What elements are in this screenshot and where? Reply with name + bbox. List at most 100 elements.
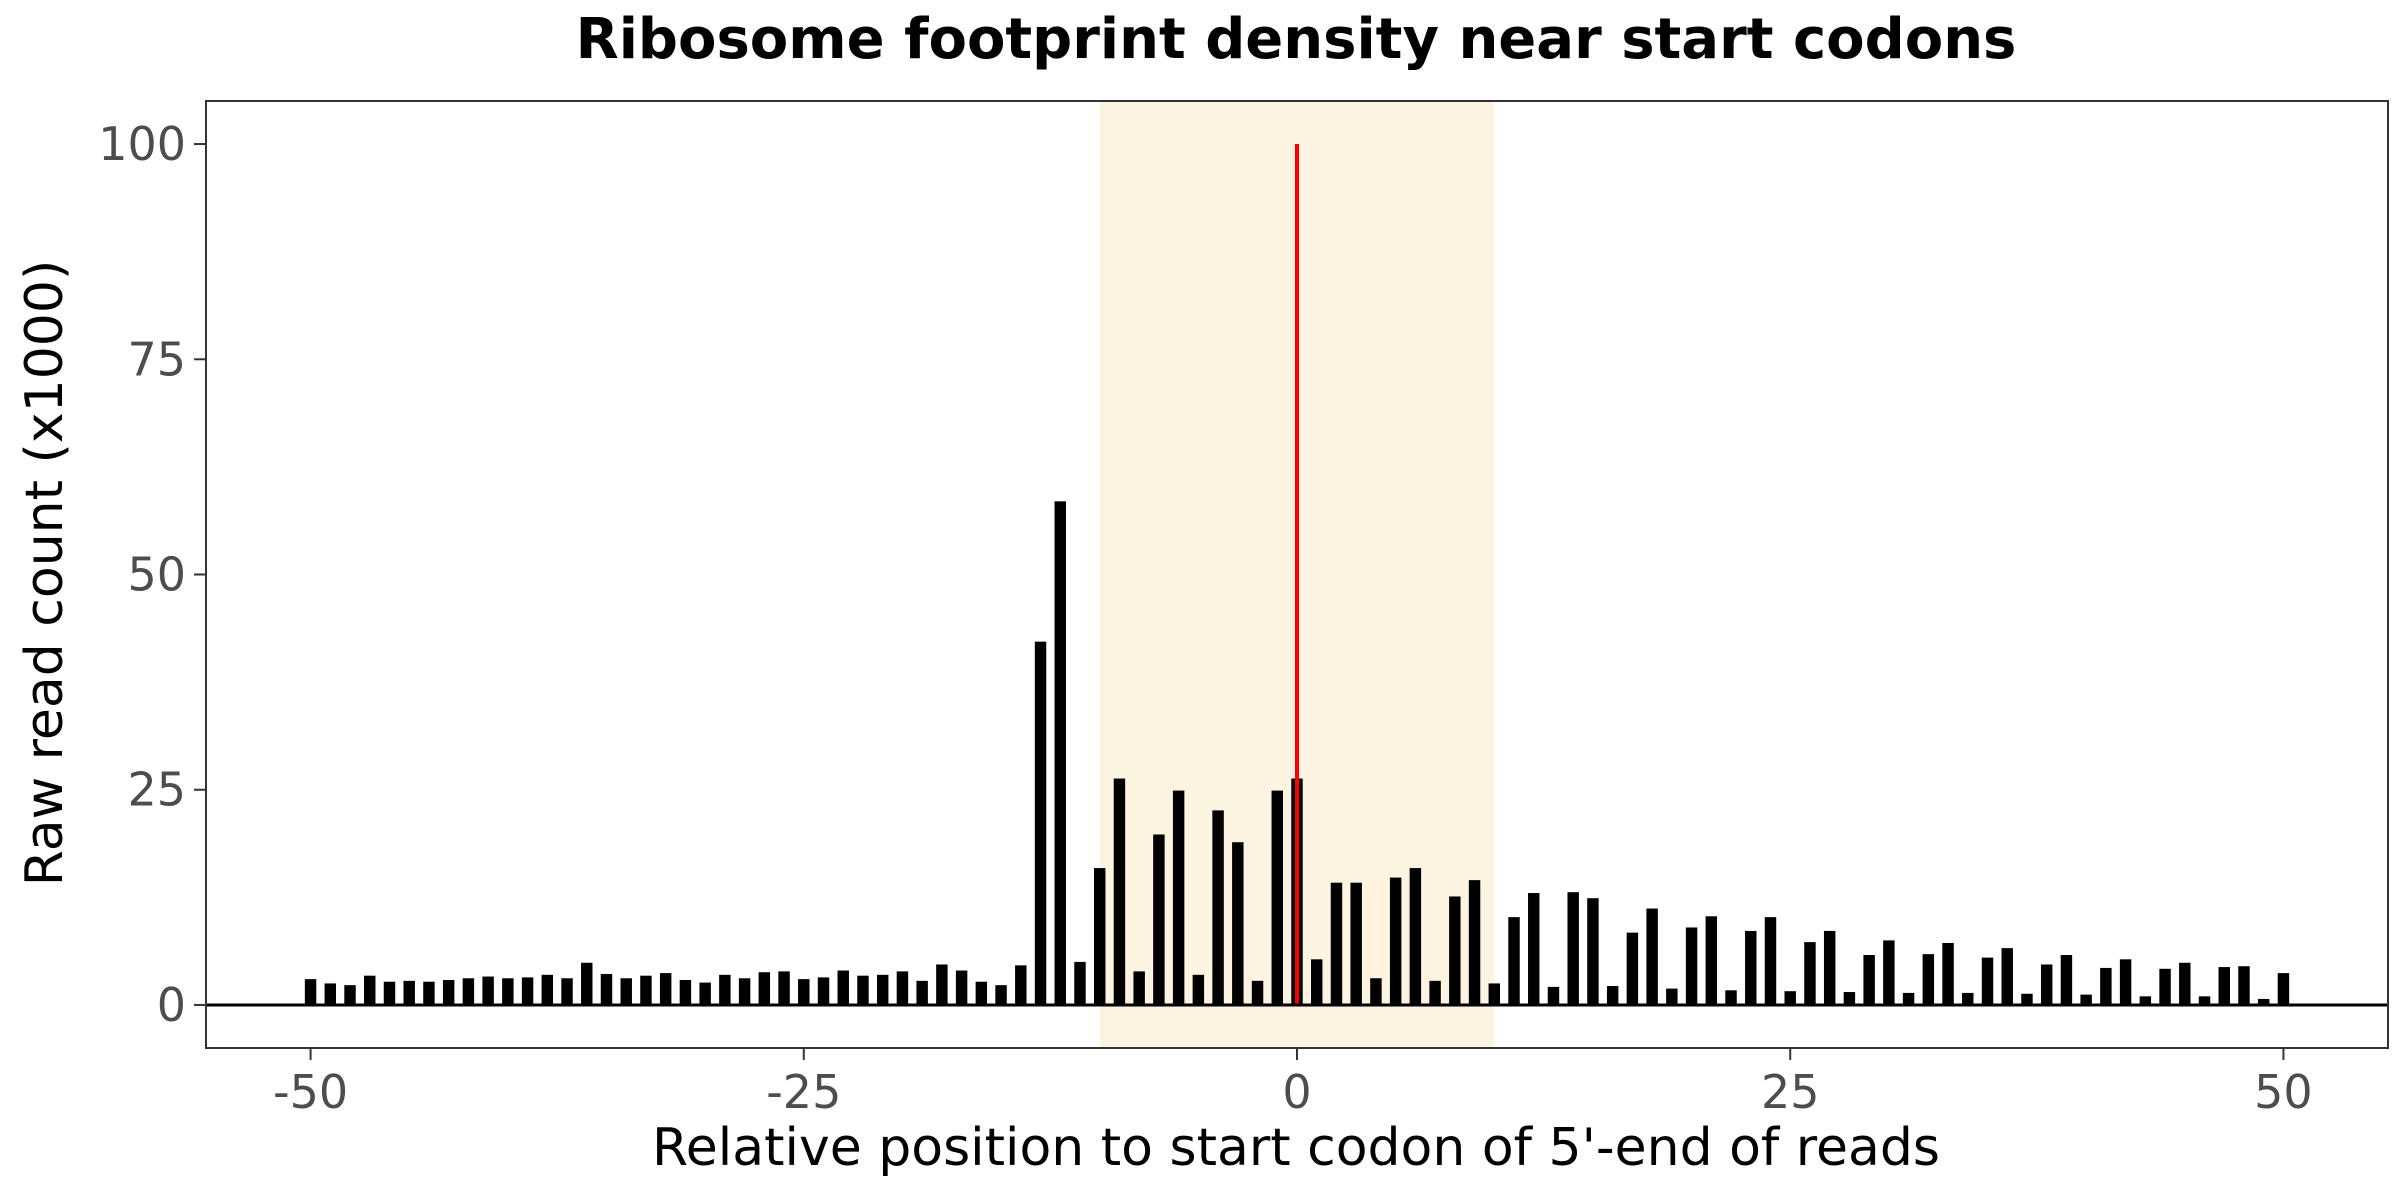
bar [758, 972, 771, 1005]
bar [1311, 959, 1323, 1005]
bar [2277, 973, 2290, 1005]
bar [1093, 868, 1106, 1005]
x-axis-title: Relative position to start codon of 5'-e… [652, 1118, 1940, 1178]
bar [1587, 898, 1599, 1005]
bar [1153, 834, 1165, 1005]
bar [1863, 955, 1875, 1005]
bar [2257, 998, 2270, 1005]
bar [659, 973, 672, 1005]
bar [1902, 992, 1915, 1005]
x-tick-label: -50 [273, 1065, 348, 1119]
bar [1508, 917, 1520, 1005]
bar [1666, 988, 1678, 1005]
bar [679, 979, 692, 1005]
chart-title: Ribosome footprint density near start co… [576, 7, 2017, 72]
bar [699, 982, 711, 1005]
y-tick-label: 50 [127, 548, 186, 602]
bar [738, 978, 751, 1005]
bar [2021, 993, 2033, 1005]
bar [383, 981, 396, 1005]
bar [1962, 992, 1974, 1005]
bar [916, 980, 928, 1005]
bar [1133, 971, 1145, 1005]
bar [2139, 996, 2152, 1005]
bar [1764, 917, 1777, 1005]
bar [1606, 986, 1619, 1005]
y-tick-label: 75 [127, 332, 186, 386]
bar [344, 985, 356, 1005]
bar [2100, 967, 2112, 1005]
bar [1449, 896, 1461, 1005]
bar [1745, 930, 1757, 1005]
bar [1192, 974, 1205, 1005]
bar [719, 974, 731, 1005]
x-tick-label: -25 [766, 1065, 841, 1119]
bar [561, 978, 573, 1005]
x-tick-label: 0 [1282, 1065, 1311, 1119]
bar [1646, 908, 1658, 1005]
bar [324, 983, 337, 1005]
bar [640, 975, 652, 1005]
bar [502, 978, 514, 1005]
bar [1370, 978, 1382, 1005]
x-tick-label: 50 [2254, 1065, 2313, 1119]
bar [798, 979, 810, 1005]
bar [442, 979, 455, 1005]
bar [1232, 842, 1244, 1005]
bar [2119, 959, 2132, 1005]
bar [1843, 992, 1856, 1005]
bar [403, 980, 415, 1005]
bar [1409, 868, 1422, 1005]
bar [1350, 882, 1362, 1005]
bar [1626, 932, 1639, 1005]
bar [2001, 948, 2013, 1005]
bar [581, 962, 593, 1005]
bar [2159, 968, 2171, 1005]
bar [1054, 501, 1066, 1005]
bar [1212, 810, 1224, 1005]
bar [1330, 882, 1343, 1005]
bar [620, 978, 632, 1005]
bar [2080, 994, 2092, 1005]
bar [1015, 965, 1027, 1005]
bar [1271, 790, 1283, 1005]
bar [1113, 778, 1126, 1005]
bar [1784, 991, 1796, 1005]
x-tick-label: 25 [1761, 1065, 1820, 1119]
bar [1172, 790, 1185, 1005]
bar [1488, 983, 1501, 1005]
bar [2238, 966, 2250, 1005]
bar [600, 973, 613, 1005]
bar [1685, 927, 1698, 1005]
bar [1389, 877, 1402, 1005]
bar [2218, 967, 2230, 1005]
bar [541, 974, 554, 1005]
bar [482, 976, 494, 1005]
y-axis-title: Raw read count (x1000) [15, 260, 75, 886]
bar [2060, 955, 2073, 1005]
y-tick-label: 25 [127, 763, 186, 817]
bar [1804, 942, 1816, 1005]
bar [817, 977, 830, 1005]
bar [2040, 964, 2053, 1005]
bar [1074, 961, 1086, 1005]
bar [2179, 962, 2191, 1005]
bar [1429, 980, 1441, 1005]
bar [1547, 986, 1560, 1005]
bar [1725, 990, 1737, 1005]
bar [837, 970, 849, 1005]
bar [1567, 892, 1579, 1005]
bar [304, 979, 317, 1005]
bar [1981, 957, 1994, 1005]
bar [1705, 916, 1718, 1005]
bar [1823, 930, 1836, 1005]
bar [1251, 980, 1264, 1005]
bar [364, 975, 376, 1005]
bar [975, 981, 988, 1005]
bar [2198, 996, 2211, 1005]
bar [1034, 641, 1047, 1005]
bar [955, 970, 968, 1005]
bar [423, 981, 435, 1005]
bar [1883, 940, 1895, 1005]
